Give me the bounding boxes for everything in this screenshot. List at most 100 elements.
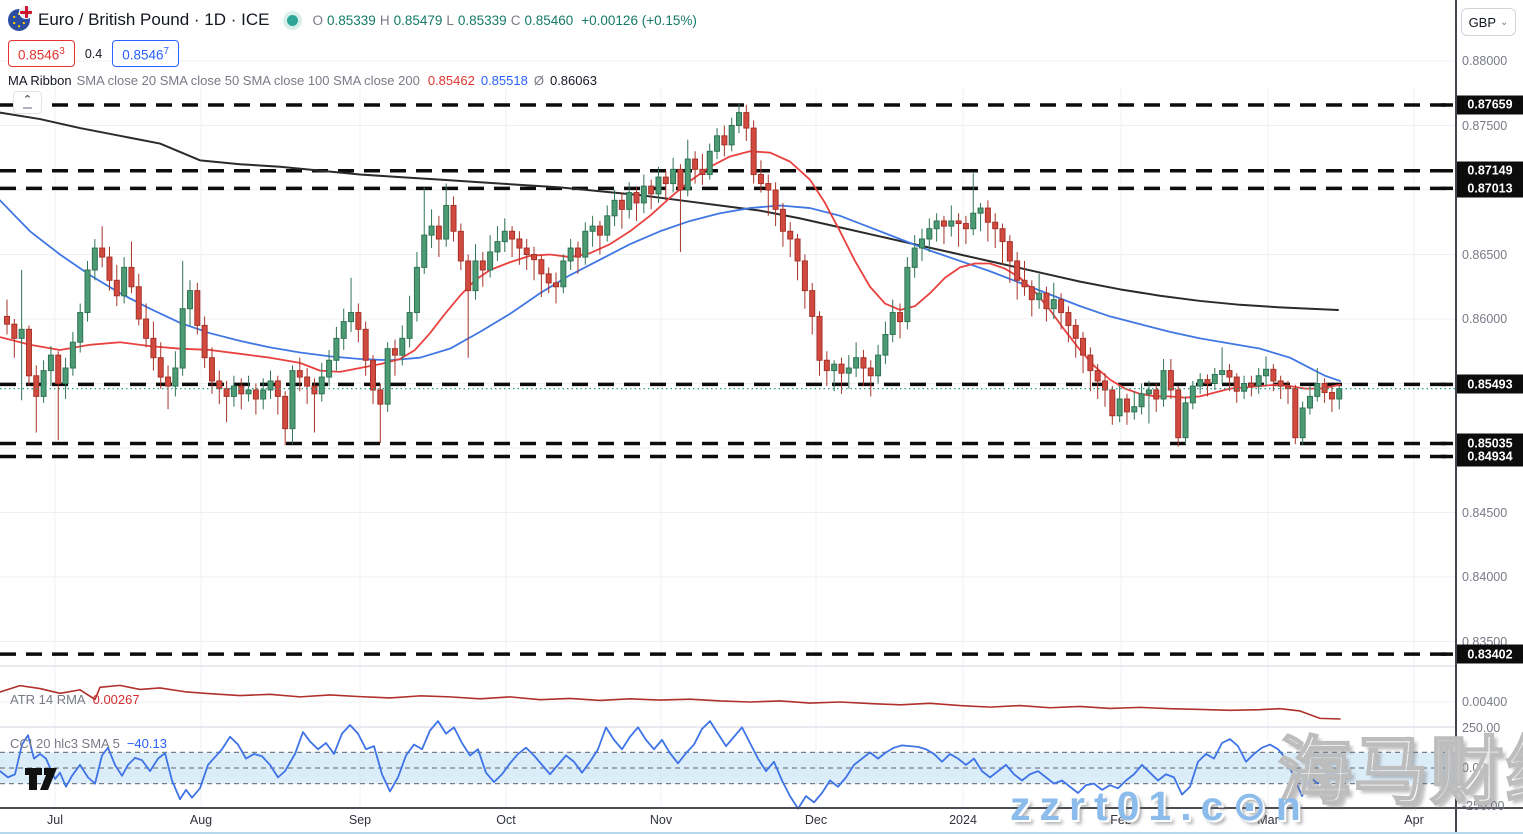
candle-up [487, 251, 494, 271]
candle-up [560, 260, 567, 288]
candle-down [531, 254, 538, 261]
price-level-badge: 0.87013 [1457, 178, 1523, 198]
candle-up [421, 234, 428, 268]
candle-up [977, 207, 984, 214]
candle-up [567, 247, 574, 262]
candle-up [1197, 379, 1204, 387]
candle-down [940, 220, 947, 227]
time-axis-label: Jul [47, 813, 63, 827]
candle-up [267, 380, 274, 391]
time-axis-label: Sep [348, 813, 372, 827]
cci-axis-label: 0.00 [1462, 761, 1487, 775]
ohlc-values: O 0.85339 H 0.85479 L 0.85339 C 0.85460 +0.0… [312, 13, 696, 28]
candle-up [904, 266, 911, 323]
candle-down [282, 395, 289, 430]
price-level-badge: 0.83402 [1457, 644, 1523, 664]
tradingview-logo-icon[interactable] [24, 766, 64, 792]
candle-down [465, 260, 472, 292]
candle-up [1050, 299, 1057, 310]
time-axis[interactable]: Jul Aug Sep Oct Nov Dec 2024 Feb Mar Apr [0, 809, 1455, 833]
legend: Euro / British Pound · 1D · ICE O 0.85339… [8, 5, 697, 88]
candle-down [545, 273, 552, 284]
candle-down [757, 174, 764, 185]
candle-down [743, 112, 750, 129]
candle-down [106, 256, 113, 281]
candle-down [721, 135, 728, 146]
sell-price-button[interactable]: 0.85463 [8, 39, 75, 68]
candle-down [479, 260, 486, 271]
ohlc-close-value: 0.85460 [524, 12, 574, 28]
ribbon-sma20-value: 0.85462 [427, 73, 475, 88]
candle-up [84, 269, 91, 314]
legend-collapse-button[interactable]: ⌃ [13, 91, 42, 114]
candle-up [714, 135, 721, 152]
candle-down [4, 315, 10, 325]
market-status-icon[interactable] [287, 14, 299, 26]
cci-axis-label: -250.00 [1462, 799, 1505, 813]
candle-up [443, 204, 450, 240]
candle-up [260, 389, 267, 400]
candle-up [1299, 407, 1306, 439]
cci-title: CCI 20 hlc3 SMA 5 [10, 736, 120, 751]
candle-down [11, 323, 18, 339]
price-axis-label: 0.88000 [1462, 54, 1508, 68]
price-axis-separator [1455, 0, 1457, 833]
candle-up [640, 185, 647, 204]
ma-line-sma200 [0, 111, 1339, 311]
candle-up [1314, 383, 1321, 397]
candle-down [897, 312, 904, 323]
price-level-badge: 0.85493 [1457, 374, 1523, 394]
candle-up [736, 112, 742, 126]
candle-down [1065, 312, 1072, 326]
indicator-params: SMA close 20 SMA close 50 SMA close 100 … [76, 73, 420, 88]
price-axis[interactable]: 0.88000 0.87500 0.86500 0.86000 0.84500 0.840… [1457, 0, 1523, 834]
candle-up [911, 247, 918, 268]
candle-up [882, 333, 889, 356]
candle-down [450, 204, 457, 232]
bottom-edge-line [0, 832, 1523, 834]
candle-up [1241, 383, 1248, 392]
candle-down [1292, 388, 1299, 439]
candle-up [948, 220, 955, 227]
candle-up [728, 125, 735, 146]
candle-up [326, 359, 333, 378]
time-axis-label: Oct [496, 813, 516, 827]
atr-title: ATR 14 RMA [10, 692, 86, 707]
time-axis-label: 2024 [949, 813, 977, 827]
cci-pane-legend[interactable]: CCI 20 hlc3 SMA 5 −40.13 [10, 736, 167, 751]
buy-price-button[interactable]: 0.85467 [112, 39, 180, 68]
ohlc-open-key: O [312, 12, 323, 28]
candle-up [889, 312, 896, 335]
candle-down [677, 168, 684, 191]
candle-down [143, 318, 150, 339]
candle-up [1306, 395, 1313, 409]
atr-pane-legend[interactable]: ATR 14 RMA 0.00267 [10, 692, 140, 707]
indicator-name[interactable]: MA Ribbon [8, 73, 72, 88]
candle-up [582, 230, 589, 258]
time-axis-label: Dec [804, 813, 828, 827]
ohlc-change: +0.00126 (+0.15%) [581, 12, 697, 28]
candle-down [633, 192, 640, 204]
symbol-title[interactable]: Euro / British Pound · 1D · ICE [38, 10, 270, 29]
candle-down [128, 266, 135, 288]
candle-down [1328, 392, 1335, 400]
candle-down [1277, 380, 1284, 387]
candle-down [1014, 260, 1021, 281]
atr-axis-label: 0.00400 [1462, 695, 1508, 709]
candle-down [1006, 241, 1013, 262]
currency-selector[interactable]: GBP ⌄ [1461, 8, 1516, 36]
candle-down [984, 207, 991, 223]
ma-line-sma100 [0, 199, 1341, 382]
ma-ribbon-legend[interactable]: MA Ribbon SMA close 20 SMA close 50 SMA c… [8, 73, 697, 88]
candle-up [831, 363, 838, 372]
candle-up [318, 376, 325, 395]
candle-up [1263, 368, 1270, 377]
candle-down [135, 286, 142, 320]
plot-area [0, 60, 1455, 810]
candle-down [1123, 398, 1130, 413]
candle-down [509, 230, 516, 240]
candle-up [1211, 373, 1218, 385]
chevron-down-icon: ⌄ [1500, 16, 1509, 28]
